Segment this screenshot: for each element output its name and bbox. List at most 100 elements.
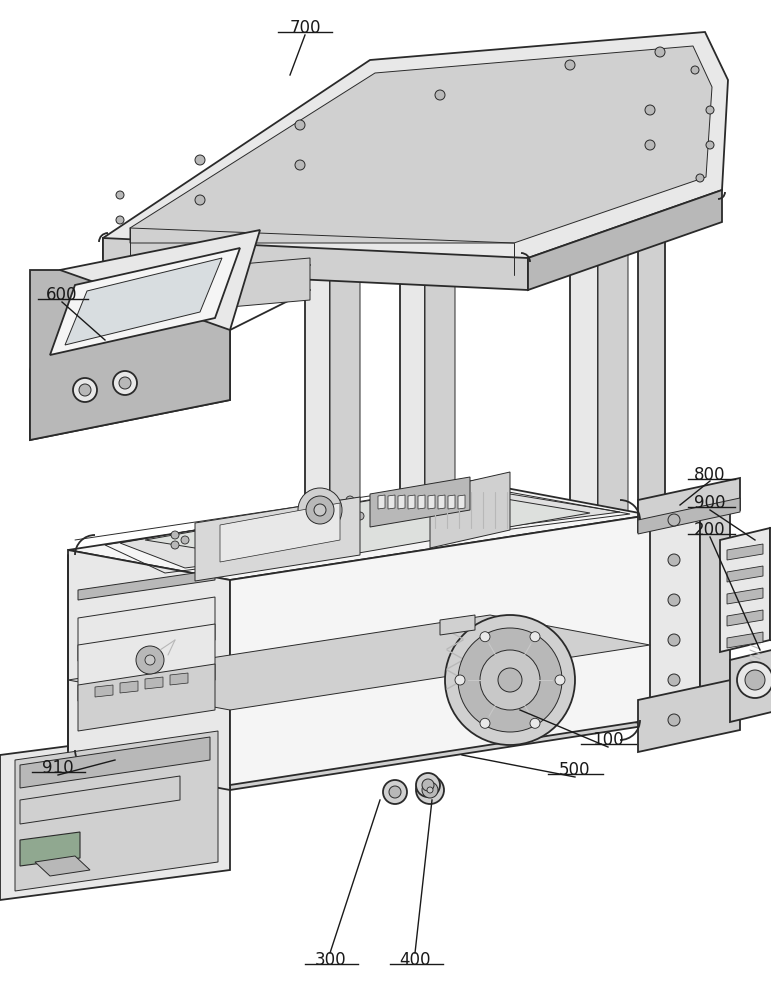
Circle shape bbox=[458, 628, 562, 732]
Polygon shape bbox=[570, 233, 598, 688]
Polygon shape bbox=[95, 685, 113, 697]
Polygon shape bbox=[103, 32, 728, 258]
Circle shape bbox=[691, 66, 699, 74]
Polygon shape bbox=[727, 610, 763, 626]
Polygon shape bbox=[638, 478, 740, 532]
Polygon shape bbox=[145, 488, 590, 564]
Circle shape bbox=[422, 782, 438, 798]
Circle shape bbox=[565, 60, 575, 70]
Polygon shape bbox=[425, 251, 455, 520]
Polygon shape bbox=[35, 856, 90, 876]
Text: 800: 800 bbox=[694, 466, 726, 484]
Polygon shape bbox=[78, 597, 215, 661]
Circle shape bbox=[295, 120, 305, 130]
Circle shape bbox=[416, 776, 444, 804]
Polygon shape bbox=[170, 673, 188, 685]
Circle shape bbox=[116, 191, 124, 199]
Circle shape bbox=[668, 594, 680, 606]
Polygon shape bbox=[727, 632, 763, 648]
Polygon shape bbox=[120, 681, 138, 693]
Polygon shape bbox=[130, 46, 712, 243]
Circle shape bbox=[346, 496, 354, 504]
Text: 910: 910 bbox=[42, 759, 74, 777]
Polygon shape bbox=[428, 495, 435, 509]
Polygon shape bbox=[720, 528, 770, 652]
Polygon shape bbox=[68, 695, 650, 790]
Polygon shape bbox=[230, 515, 650, 785]
Circle shape bbox=[555, 675, 565, 685]
Circle shape bbox=[356, 512, 364, 520]
Circle shape bbox=[125, 635, 175, 685]
Polygon shape bbox=[648, 498, 700, 732]
Text: 900: 900 bbox=[694, 494, 726, 512]
Polygon shape bbox=[727, 588, 763, 604]
Circle shape bbox=[79, 384, 91, 396]
Circle shape bbox=[195, 195, 205, 205]
Circle shape bbox=[389, 786, 401, 798]
Circle shape bbox=[530, 718, 540, 728]
Polygon shape bbox=[220, 503, 340, 562]
Polygon shape bbox=[78, 624, 215, 701]
Polygon shape bbox=[103, 238, 528, 290]
Circle shape bbox=[498, 668, 522, 692]
Polygon shape bbox=[305, 272, 330, 538]
Text: 400: 400 bbox=[399, 951, 431, 969]
Polygon shape bbox=[78, 664, 215, 731]
Circle shape bbox=[145, 655, 155, 665]
Polygon shape bbox=[700, 498, 730, 728]
Circle shape bbox=[668, 554, 680, 566]
Text: 500: 500 bbox=[559, 761, 591, 779]
Circle shape bbox=[445, 615, 575, 745]
Polygon shape bbox=[378, 495, 385, 509]
Polygon shape bbox=[120, 485, 620, 568]
Polygon shape bbox=[330, 272, 360, 535]
Circle shape bbox=[455, 675, 465, 685]
Circle shape bbox=[181, 536, 189, 544]
Text: 600: 600 bbox=[46, 286, 78, 304]
Polygon shape bbox=[598, 233, 628, 685]
Circle shape bbox=[427, 787, 433, 793]
Circle shape bbox=[696, 174, 704, 182]
Polygon shape bbox=[68, 485, 650, 580]
Polygon shape bbox=[230, 258, 310, 307]
Circle shape bbox=[306, 496, 334, 524]
Polygon shape bbox=[727, 544, 763, 560]
Circle shape bbox=[119, 377, 131, 389]
Text: 100: 100 bbox=[592, 731, 624, 749]
Polygon shape bbox=[418, 495, 425, 509]
Circle shape bbox=[136, 646, 164, 674]
Text: 300: 300 bbox=[315, 951, 346, 969]
Polygon shape bbox=[15, 731, 218, 891]
Circle shape bbox=[706, 141, 714, 149]
Circle shape bbox=[645, 105, 655, 115]
Circle shape bbox=[480, 650, 540, 710]
Polygon shape bbox=[30, 230, 260, 370]
Circle shape bbox=[435, 90, 445, 100]
Polygon shape bbox=[440, 615, 475, 635]
Circle shape bbox=[73, 378, 97, 402]
Polygon shape bbox=[20, 832, 80, 866]
Polygon shape bbox=[388, 495, 395, 509]
Polygon shape bbox=[68, 615, 650, 710]
Polygon shape bbox=[30, 270, 230, 440]
Circle shape bbox=[480, 718, 490, 728]
Circle shape bbox=[480, 632, 490, 642]
Circle shape bbox=[416, 773, 440, 797]
Circle shape bbox=[383, 780, 407, 804]
Circle shape bbox=[116, 216, 124, 224]
Circle shape bbox=[351, 504, 359, 512]
Circle shape bbox=[195, 155, 205, 165]
Circle shape bbox=[530, 632, 540, 642]
Circle shape bbox=[655, 47, 665, 57]
Polygon shape bbox=[528, 190, 722, 290]
Polygon shape bbox=[408, 495, 415, 509]
Polygon shape bbox=[20, 737, 210, 788]
Polygon shape bbox=[30, 330, 230, 440]
Circle shape bbox=[668, 634, 680, 646]
Polygon shape bbox=[20, 776, 180, 824]
Polygon shape bbox=[78, 570, 215, 600]
Polygon shape bbox=[730, 648, 771, 722]
Circle shape bbox=[295, 160, 305, 170]
Circle shape bbox=[314, 504, 326, 516]
Circle shape bbox=[113, 371, 137, 395]
